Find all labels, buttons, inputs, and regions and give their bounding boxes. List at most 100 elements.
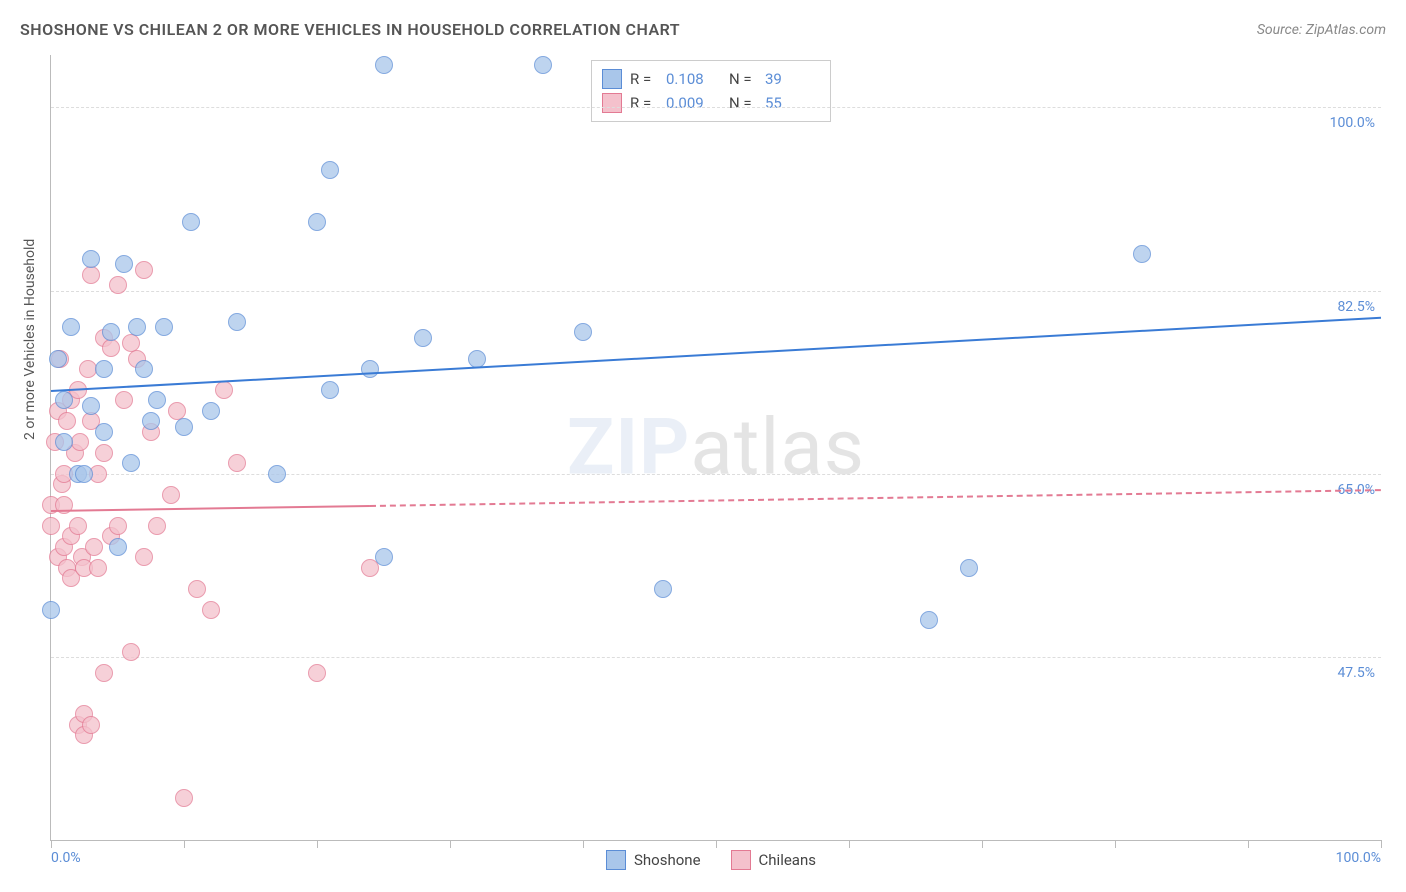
scatter-point-chileans — [42, 517, 60, 535]
scatter-point-chileans — [175, 789, 193, 807]
x-tick — [1115, 840, 1116, 848]
y-axis-label: 2 or more Vehicles in Household — [22, 239, 38, 440]
scatter-point-shoshone — [55, 391, 73, 409]
legend-row-shoshone: R = 0.108 N = 39 — [602, 67, 820, 91]
scatter-point-chileans — [82, 716, 100, 734]
scatter-point-chileans — [308, 664, 326, 682]
scatter-point-shoshone — [55, 433, 73, 451]
scatter-point-chileans — [135, 261, 153, 279]
scatter-point-shoshone — [155, 318, 173, 336]
scatter-point-chileans — [162, 486, 180, 504]
series-legend: Shoshone Chileans — [606, 850, 816, 870]
scatter-point-chileans — [109, 517, 127, 535]
scatter-point-shoshone — [960, 559, 978, 577]
scatter-point-shoshone — [62, 318, 80, 336]
x-tick — [51, 840, 52, 848]
scatter-point-chileans — [215, 381, 233, 399]
scatter-point-shoshone — [920, 611, 938, 629]
scatter-point-shoshone — [49, 350, 67, 368]
scatter-point-shoshone — [1133, 245, 1151, 263]
x-axis-end-label: 100.0% — [1336, 850, 1381, 866]
legend-item-chileans: Chileans — [731, 850, 816, 870]
scatter-point-chileans — [202, 601, 220, 619]
scatter-point-shoshone — [102, 323, 120, 341]
scatter-point-shoshone — [75, 465, 93, 483]
scatter-point-chileans — [228, 454, 246, 472]
scatter-point-shoshone — [202, 402, 220, 420]
x-axis-start-label: 0.0% — [51, 850, 81, 866]
scatter-point-chileans — [69, 517, 87, 535]
scatter-point-shoshone — [228, 313, 246, 331]
scatter-point-shoshone — [115, 255, 133, 273]
gridline — [51, 107, 1381, 108]
swatch-shoshone — [606, 850, 626, 870]
y-tick-label: 82.5% — [1337, 299, 1375, 315]
scatter-point-chileans — [82, 266, 100, 284]
scatter-point-chileans — [102, 339, 120, 357]
x-tick — [716, 840, 717, 848]
watermark: ZIPatlas — [567, 402, 865, 493]
correlation-legend: R = 0.108 N = 39 R = 0.009 N = 55 — [591, 60, 831, 122]
x-tick — [849, 840, 850, 848]
x-tick — [450, 840, 451, 848]
scatter-point-shoshone — [574, 323, 592, 341]
scatter-point-shoshone — [468, 350, 486, 368]
scatter-point-shoshone — [175, 418, 193, 436]
scatter-point-chileans — [58, 412, 76, 430]
scatter-point-chileans — [135, 548, 153, 566]
scatter-point-shoshone — [42, 601, 60, 619]
swatch-chileans — [731, 850, 751, 870]
y-tick-label: 100.0% — [1330, 115, 1375, 131]
scatter-point-chileans — [95, 664, 113, 682]
scatter-point-shoshone — [122, 454, 140, 472]
x-tick — [1381, 840, 1382, 848]
scatter-point-chileans — [122, 643, 140, 661]
scatter-point-shoshone — [321, 161, 339, 179]
scatter-point-shoshone — [308, 213, 326, 231]
scatter-point-chileans — [89, 559, 107, 577]
x-tick — [184, 840, 185, 848]
scatter-point-shoshone — [375, 56, 393, 74]
gridline — [51, 657, 1381, 658]
trend-line-shoshone — [51, 317, 1381, 392]
scatter-point-shoshone — [148, 391, 166, 409]
scatter-point-shoshone — [268, 465, 286, 483]
x-tick — [1248, 840, 1249, 848]
scatter-point-chileans — [115, 391, 133, 409]
chart-title: SHOSHONE VS CHILEAN 2 OR MORE VEHICLES I… — [20, 20, 680, 39]
x-tick — [583, 840, 584, 848]
legend-row-chileans: R = 0.009 N = 55 — [602, 91, 820, 115]
scatter-point-shoshone — [375, 548, 393, 566]
y-tick-label: 47.5% — [1337, 665, 1375, 681]
scatter-point-chileans — [71, 433, 89, 451]
scatter-point-shoshone — [135, 360, 153, 378]
scatter-point-shoshone — [361, 360, 379, 378]
trend-line-chileans — [51, 505, 370, 512]
gridline — [51, 474, 1381, 475]
scatter-point-chileans — [109, 276, 127, 294]
swatch-chileans — [602, 93, 622, 113]
scatter-point-shoshone — [321, 381, 339, 399]
scatter-point-shoshone — [142, 412, 160, 430]
x-tick — [982, 840, 983, 848]
trend-line-chileans — [370, 489, 1381, 507]
source-label: Source: ZipAtlas.com — [1257, 22, 1386, 38]
scatter-point-shoshone — [82, 397, 100, 415]
scatter-point-shoshone — [95, 423, 113, 441]
scatter-point-chileans — [85, 538, 103, 556]
plot-area: ZIPatlas R = 0.108 N = 39 R = 0.009 N = … — [50, 55, 1381, 841]
scatter-point-shoshone — [95, 360, 113, 378]
gridline — [51, 291, 1381, 292]
scatter-point-shoshone — [534, 56, 552, 74]
scatter-point-shoshone — [82, 250, 100, 268]
scatter-point-chileans — [188, 580, 206, 598]
x-tick — [317, 840, 318, 848]
swatch-shoshone — [602, 69, 622, 89]
scatter-point-shoshone — [654, 580, 672, 598]
legend-item-shoshone: Shoshone — [606, 850, 701, 870]
scatter-point-shoshone — [109, 538, 127, 556]
scatter-point-chileans — [148, 517, 166, 535]
scatter-point-shoshone — [128, 318, 146, 336]
scatter-point-chileans — [95, 444, 113, 462]
scatter-point-shoshone — [414, 329, 432, 347]
